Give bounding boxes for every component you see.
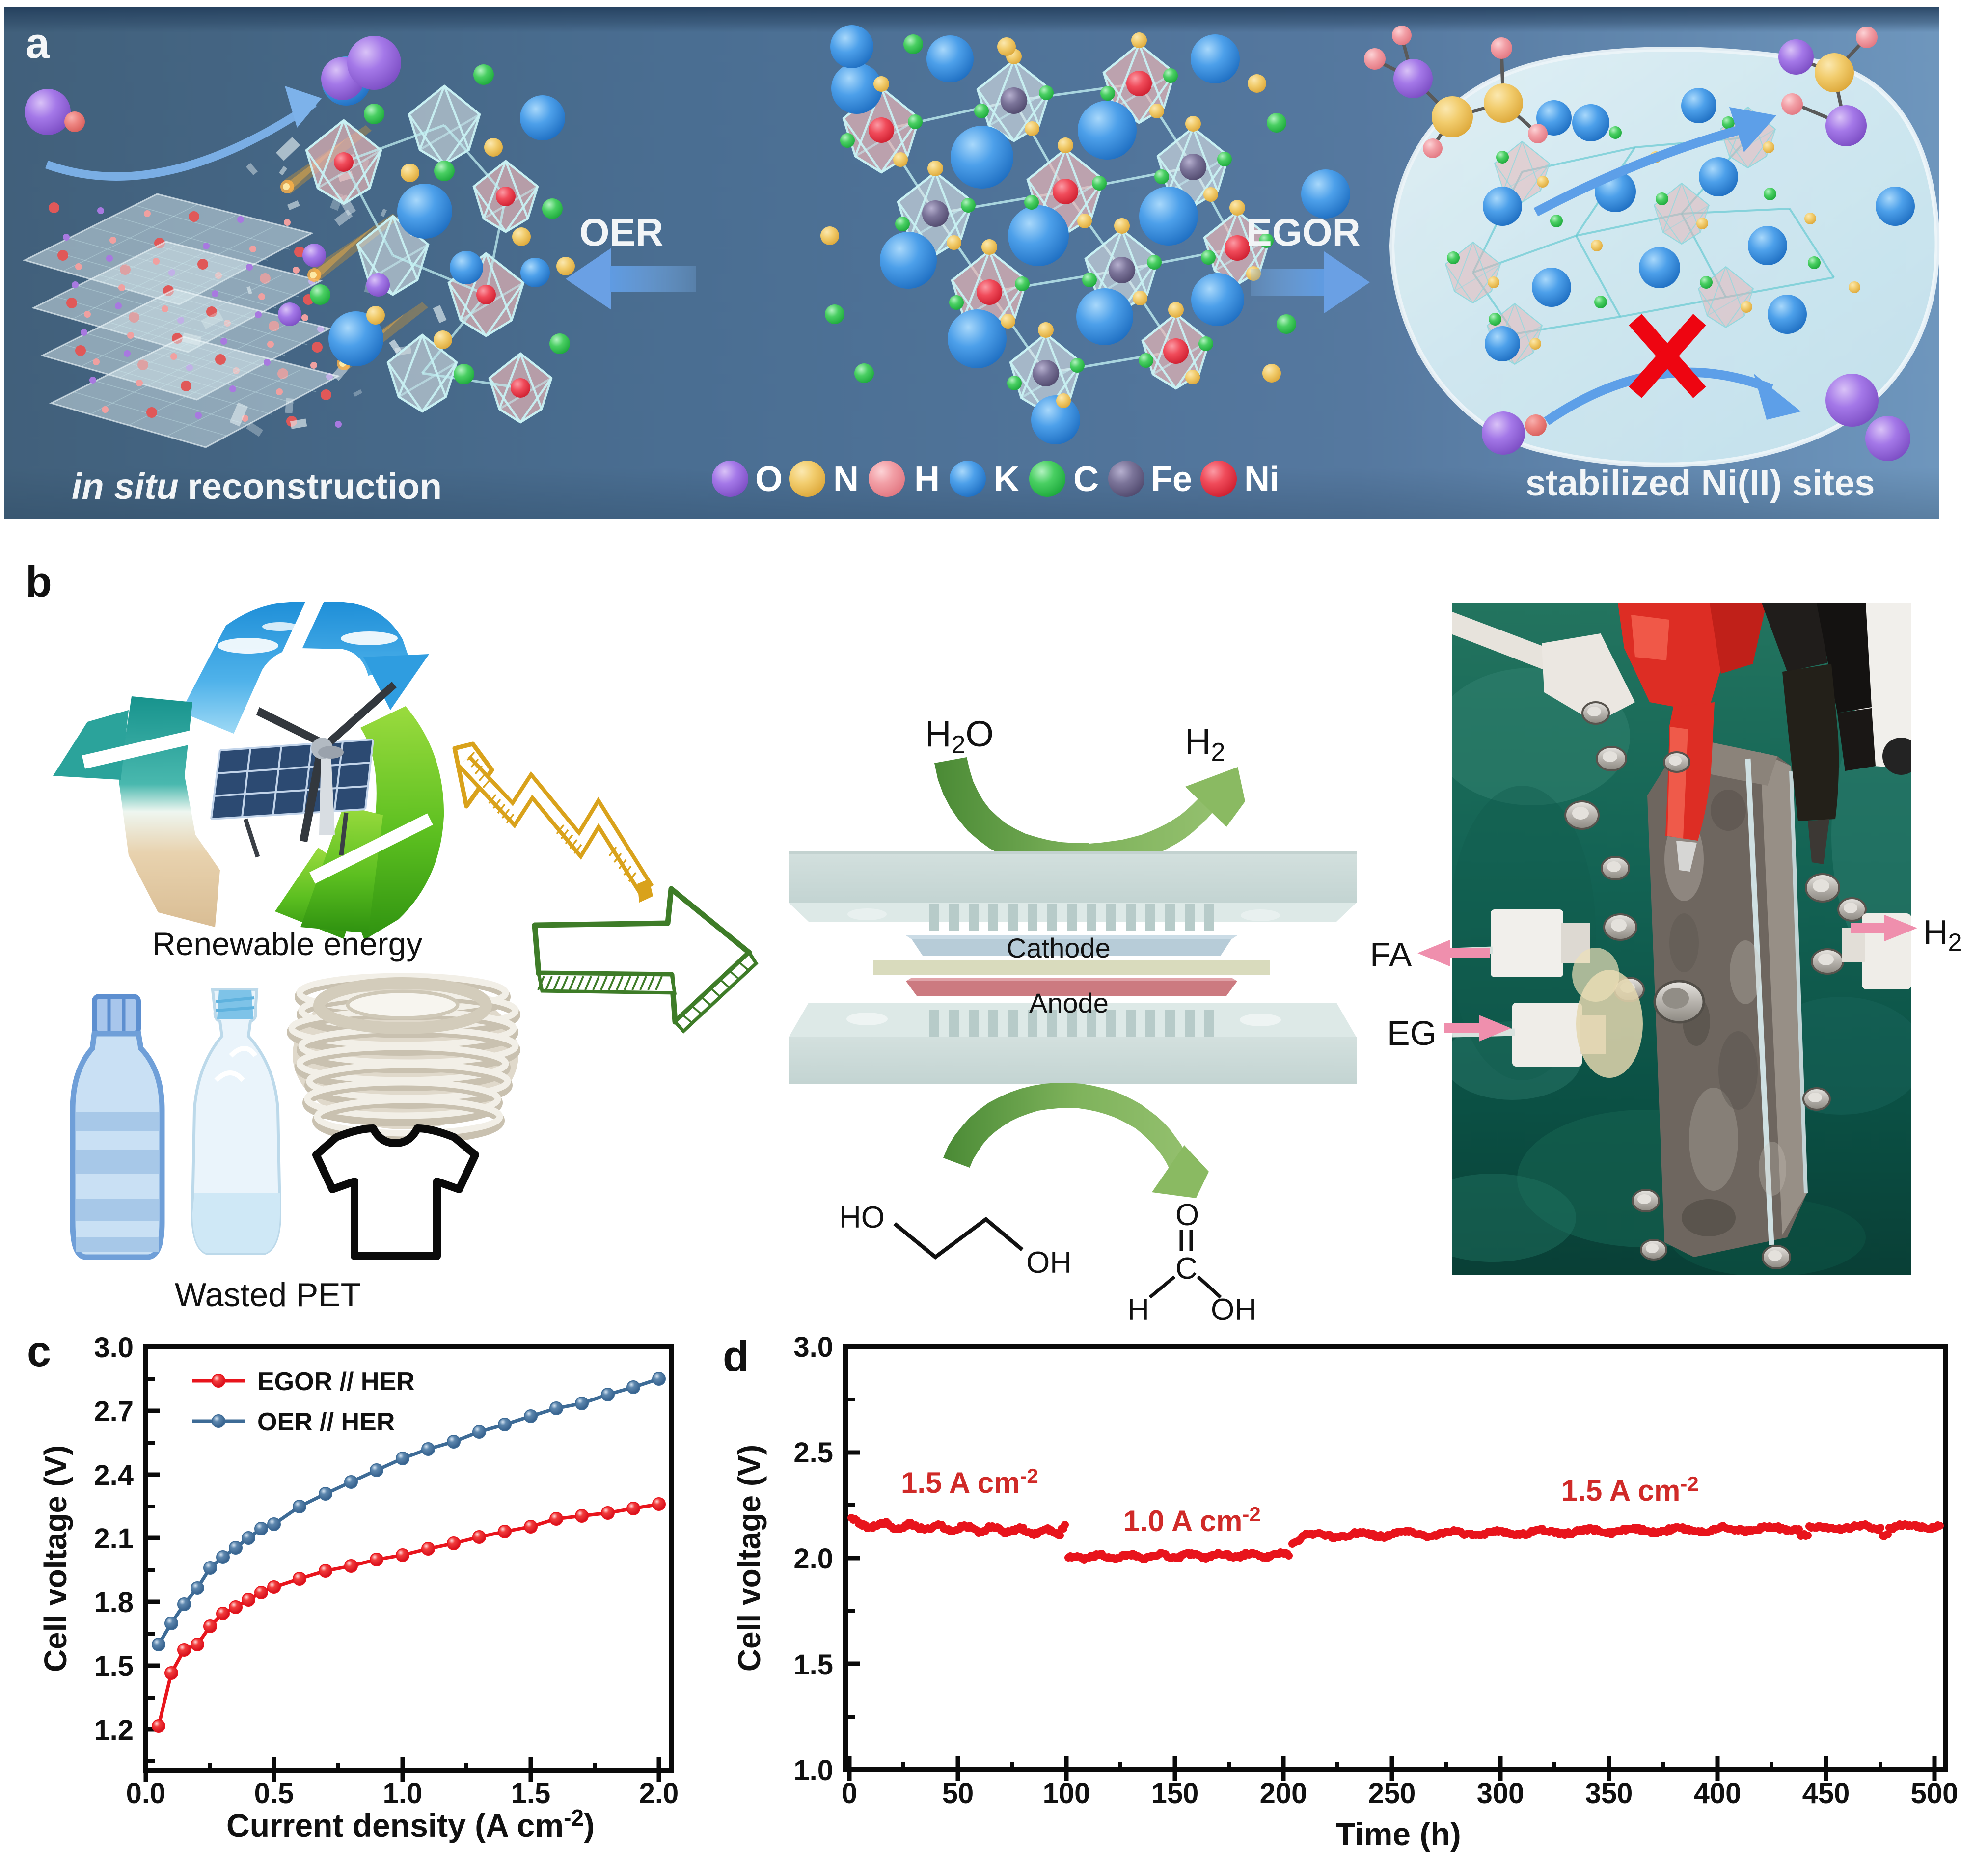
svg-text:2.1: 2.1	[94, 1523, 134, 1555]
svg-text:H: H	[914, 460, 940, 499]
svg-text:H: H	[1127, 1293, 1149, 1327]
svg-text:OER // HER: OER // HER	[257, 1408, 395, 1436]
svg-text:250: 250	[1368, 1778, 1416, 1809]
svg-text:1.5 A cm-2: 1.5 A cm-2	[901, 1464, 1038, 1499]
svg-text:1.5 A cm-2: 1.5 A cm-2	[1561, 1472, 1699, 1507]
svg-text:1.0: 1.0	[793, 1754, 833, 1786]
svg-text:Cell voltage (V): Cell voltage (V)	[732, 1445, 767, 1672]
svg-text:c: c	[27, 1327, 51, 1375]
svg-text:Wasted PET: Wasted PET	[175, 1276, 361, 1314]
svg-text:1.5: 1.5	[94, 1650, 134, 1682]
svg-text:100: 100	[1043, 1778, 1090, 1809]
svg-text:2.4: 2.4	[94, 1459, 134, 1491]
svg-text:400: 400	[1694, 1778, 1742, 1809]
svg-text:OER: OER	[579, 210, 663, 254]
svg-text:FA: FA	[1370, 935, 1412, 974]
svg-text:OH: OH	[1211, 1293, 1256, 1327]
svg-text:1.5: 1.5	[511, 1778, 551, 1809]
svg-text:350: 350	[1585, 1778, 1633, 1809]
svg-text:Ni: Ni	[1244, 460, 1280, 499]
svg-text:stabilized Ni(II) sites: stabilized Ni(II) sites	[1525, 463, 1875, 503]
svg-text:1.8: 1.8	[94, 1587, 134, 1618]
svg-text:EGOR // HER: EGOR // HER	[257, 1368, 415, 1396]
svg-text:d: d	[723, 1332, 749, 1380]
svg-text:3.0: 3.0	[793, 1331, 833, 1363]
svg-text:H2: H2	[1923, 913, 1961, 956]
svg-text:1.0: 1.0	[383, 1778, 423, 1809]
svg-text:O: O	[755, 460, 783, 499]
svg-text:200: 200	[1260, 1778, 1307, 1809]
svg-text:K: K	[994, 460, 1019, 499]
svg-text:2.0: 2.0	[639, 1778, 679, 1809]
svg-text:Time (h): Time (h)	[1335, 1816, 1461, 1852]
svg-text:b: b	[26, 557, 52, 606]
svg-text:EG: EG	[1387, 1014, 1437, 1052]
svg-text:O: O	[1175, 1198, 1199, 1232]
svg-text:1.0 A cm-2: 1.0 A cm-2	[1123, 1503, 1261, 1537]
svg-text:Renewable energy: Renewable energy	[152, 926, 422, 962]
svg-text:3.0: 3.0	[94, 1332, 134, 1364]
svg-text:500: 500	[1911, 1778, 1959, 1809]
svg-text:H2: H2	[1185, 721, 1225, 767]
svg-text:150: 150	[1151, 1778, 1199, 1809]
svg-text:300: 300	[1477, 1778, 1525, 1809]
svg-text:a: a	[26, 19, 50, 67]
svg-text:EGOR: EGOR	[1246, 210, 1361, 254]
svg-text:0.5: 0.5	[254, 1778, 294, 1809]
svg-text:450: 450	[1802, 1778, 1850, 1809]
svg-text:2.5: 2.5	[793, 1437, 833, 1469]
svg-text:0: 0	[842, 1778, 857, 1809]
svg-text:HO: HO	[839, 1201, 885, 1234]
svg-text:2.7: 2.7	[94, 1396, 134, 1427]
svg-text:Current density (A cm-2): Current density (A cm-2)	[226, 1805, 595, 1843]
svg-text:1.5: 1.5	[793, 1649, 833, 1681]
svg-text:50: 50	[942, 1778, 974, 1809]
svg-text:Fe: Fe	[1151, 460, 1192, 499]
svg-text:OH: OH	[1026, 1246, 1072, 1280]
svg-text:reconstruction: reconstruction	[188, 466, 442, 507]
svg-text:2.0: 2.0	[793, 1543, 833, 1575]
svg-text:in situ: in situ	[72, 466, 179, 507]
svg-text:N: N	[833, 460, 859, 499]
svg-text:1.2: 1.2	[94, 1714, 134, 1746]
svg-text:Anode: Anode	[1029, 987, 1109, 1018]
svg-text:C: C	[1073, 460, 1099, 499]
svg-text:Cell voltage (V): Cell voltage (V)	[38, 1445, 73, 1672]
svg-text:Cathode: Cathode	[1007, 932, 1111, 963]
svg-text:C: C	[1175, 1252, 1198, 1286]
svg-text:0.0: 0.0	[126, 1778, 166, 1809]
